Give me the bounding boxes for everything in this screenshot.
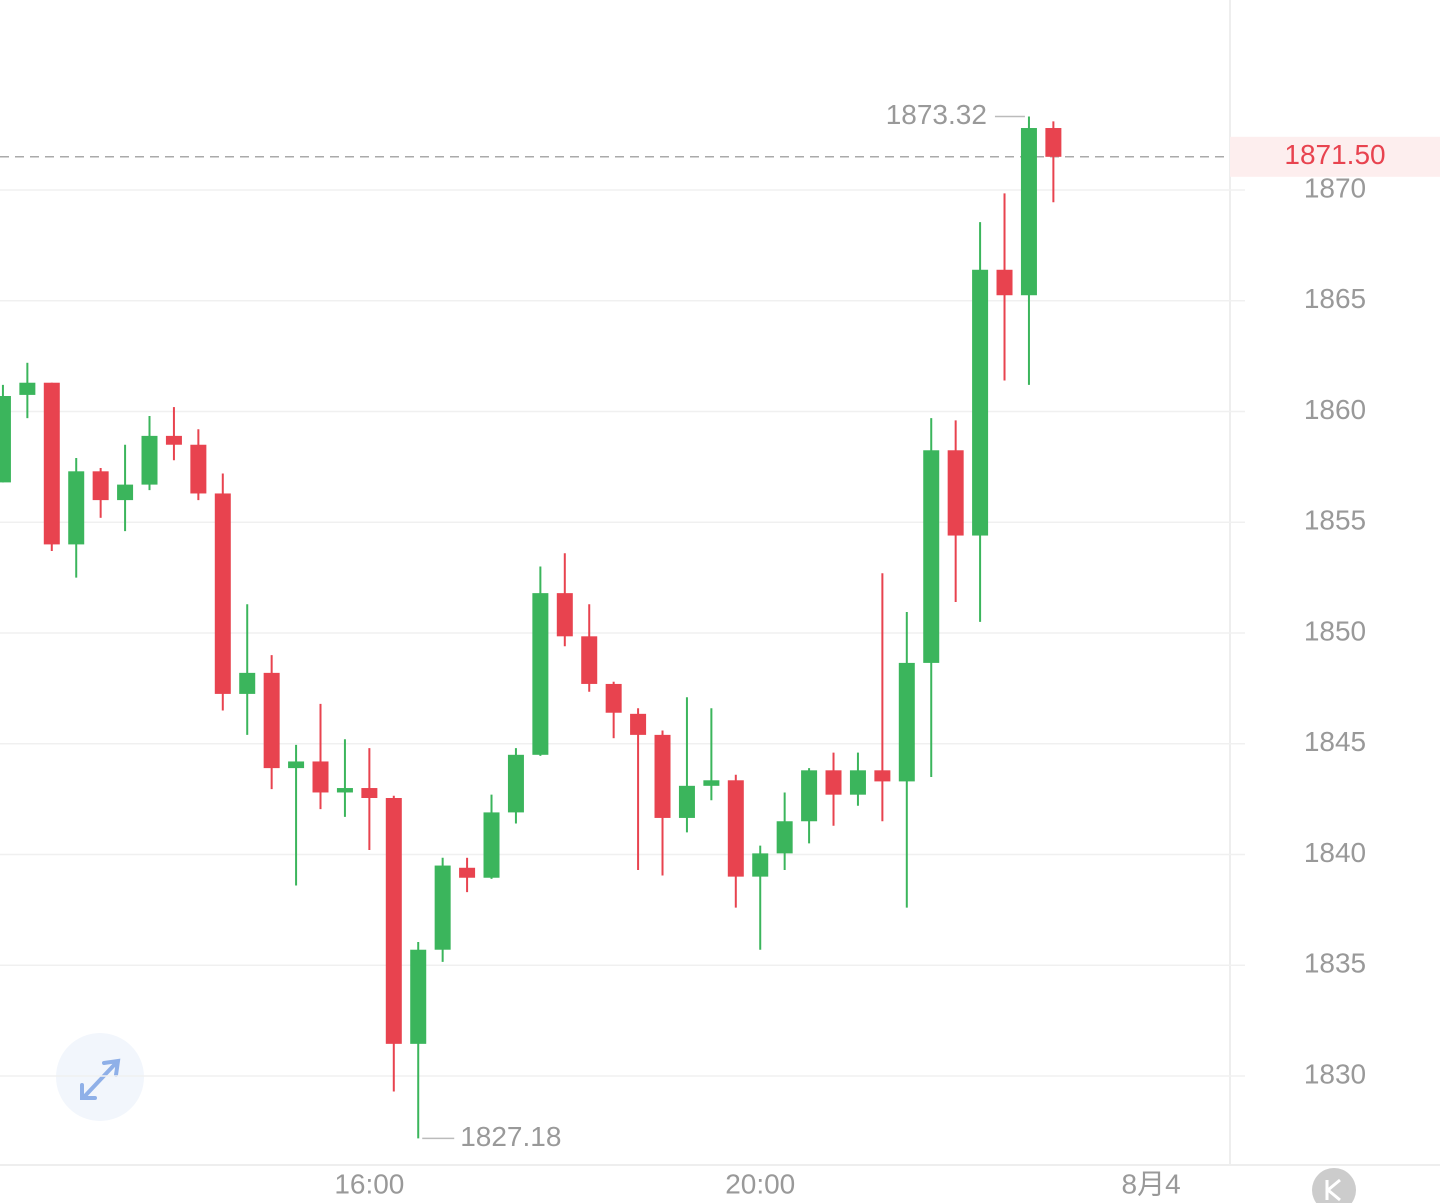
plot: 1830 1835 1840 1845 1850 1855 1860 1865 1870 16:0…: [0, 99, 1440, 1199]
x-tick-label: 8月4: [1122, 1168, 1181, 1199]
candle-body: [459, 867, 476, 878]
y-tick-label: 1835: [1304, 948, 1366, 979]
k-button[interactable]: [1312, 1168, 1356, 1203]
candle-body: [43, 382, 60, 545]
y-tick-label: 1855: [1304, 505, 1366, 536]
candle-body: [385, 798, 402, 1044]
y-tick-label: 1860: [1304, 394, 1366, 425]
candle-body: [336, 788, 353, 793]
candle-body: [874, 770, 891, 782]
candle-body: [190, 444, 207, 494]
expand-icon: [80, 1058, 121, 1100]
candle-body: [1020, 128, 1037, 296]
candle-body: [361, 788, 378, 799]
candle-body: [92, 471, 109, 501]
candle-body: [996, 269, 1013, 296]
candle-body: [825, 770, 842, 795]
y-tick-label: 1830: [1304, 1058, 1366, 1089]
candle-body: [630, 713, 647, 735]
candle-body: [654, 734, 671, 818]
y-tick-label: 1870: [1304, 172, 1366, 203]
candle-body: [410, 949, 427, 1044]
candle-body: [947, 450, 964, 536]
candle-body: [141, 435, 158, 485]
x-tick-label: 16:00: [334, 1168, 404, 1199]
candle-body: [581, 636, 598, 684]
candle-body: [68, 471, 85, 545]
k-icon: [1325, 1178, 1341, 1202]
candle-body: [898, 662, 915, 782]
candle-body: [923, 450, 940, 663]
candle-body: [165, 435, 182, 445]
expand-bg: [56, 1033, 144, 1121]
last-price-box: [1230, 136, 1440, 177]
y-tick-label: 1845: [1304, 726, 1366, 757]
candle-body: [776, 821, 793, 854]
last-price-label: 1871.50: [1284, 139, 1385, 170]
candle-body: [1045, 128, 1062, 157]
candle-body: [801, 770, 818, 822]
candle-body: [312, 761, 329, 793]
candle-body: [727, 780, 744, 877]
y-tick-label: 1850: [1304, 615, 1366, 646]
y-tick-label: 1865: [1304, 283, 1366, 314]
candle-body: [288, 761, 305, 769]
low-label: 1827.18: [460, 1121, 561, 1152]
candle-body: [556, 593, 573, 637]
candle-body: [117, 484, 134, 501]
candle-body: [0, 396, 11, 483]
candle-body: [434, 865, 451, 950]
candle-body: [678, 785, 695, 818]
x-tick-label: 20:00: [725, 1168, 795, 1199]
candle-body: [263, 672, 280, 769]
candle-body: [532, 593, 549, 755]
candle-body: [19, 382, 36, 395]
high-label: 1873.32: [886, 99, 987, 130]
candle-body: [752, 853, 769, 877]
expand-button[interactable]: [56, 1033, 144, 1121]
candle-body: [605, 683, 622, 713]
y-tick-label: 1840: [1304, 837, 1366, 868]
candle-body: [972, 269, 989, 536]
candle-body: [239, 672, 256, 694]
candle-body: [483, 812, 500, 878]
candle-body: [849, 770, 866, 795]
candle-body: [214, 493, 231, 694]
candle-body: [703, 780, 720, 786]
candle-body: [507, 754, 524, 813]
